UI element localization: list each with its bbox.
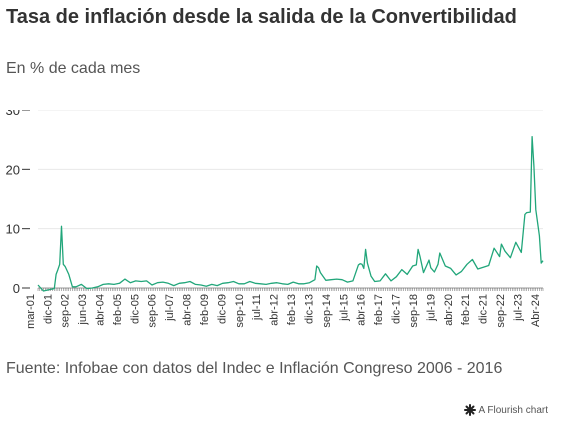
x-tick-label: jul-23 xyxy=(512,294,524,322)
x-tick-label: mar-01 xyxy=(25,294,37,329)
x-tick-label: dic-13 xyxy=(303,294,315,324)
x-tick-label: abr-16 xyxy=(356,294,368,326)
x-tick-label: sep-02 xyxy=(60,294,72,328)
x-axis: mar-01 dic-01 sep-02 jun-03 abr-04 feb-05 dic-… xyxy=(25,287,544,329)
chart-subtitle: En % de cada mes xyxy=(6,60,141,77)
x-tick-label: abr-12 xyxy=(269,294,281,326)
chart-title: Tasa de inflación desde la salida de la … xyxy=(6,6,517,28)
x-tick-label: sep-10 xyxy=(234,294,246,328)
x-tick-label: dic-05 xyxy=(129,294,141,324)
x-tick-label: sep-14 xyxy=(321,294,333,328)
series-layer xyxy=(37,136,544,292)
x-tick-label: dic-21 xyxy=(478,294,490,324)
x-tick-label: feb-17 xyxy=(373,294,385,325)
x-tick-label: dic-17 xyxy=(391,294,403,324)
x-tick-label: feb-13 xyxy=(286,294,298,325)
source-note: Fuente: Infobae con datos del Indec e In… xyxy=(6,360,503,377)
x-tick-label: Abr-24 xyxy=(530,294,542,327)
x-tick-label: sep-18 xyxy=(408,294,420,328)
x-tick-label: sep-22 xyxy=(495,294,507,328)
y-tick-label: 20 xyxy=(6,162,20,177)
y-tick-label: 0 xyxy=(13,281,20,296)
x-tick-label: abr-20 xyxy=(443,294,455,326)
flourish-credit[interactable]: A Flourish chart xyxy=(463,404,548,416)
x-tick-label: jul-07 xyxy=(164,294,176,322)
x-tick-label: feb-05 xyxy=(112,294,124,325)
x-tick-label: jul-19 xyxy=(425,294,437,322)
inflation-series-line xyxy=(37,136,544,292)
flourish-logo-icon xyxy=(463,404,476,416)
y-axis: 0 10 20 30 xyxy=(6,110,30,296)
x-tick-label: jul-15 xyxy=(338,294,350,322)
flourish-credit-label: A Flourish chart xyxy=(478,404,548,416)
x-tick-label: jul-11 xyxy=(251,294,263,321)
line-chart: 0 10 20 30 mar-01 dic-01 sep-02 jun-03 abr-04 fe… xyxy=(6,110,544,329)
x-tick-label: feb-09 xyxy=(199,294,211,325)
x-tick-label: dic-01 xyxy=(42,294,54,324)
x-tick-label: dic-09 xyxy=(216,294,228,324)
y-tick-label: 10 xyxy=(6,222,20,237)
x-tick-label: abr-08 xyxy=(182,294,194,326)
x-tick-label: feb-21 xyxy=(460,294,472,325)
grid-lines xyxy=(38,110,543,289)
y-tick-label: 30 xyxy=(6,110,20,118)
x-tick-label: sep-06 xyxy=(147,294,159,328)
x-tick-label: abr-04 xyxy=(95,294,107,326)
x-tick-label: jun-03 xyxy=(77,294,89,326)
